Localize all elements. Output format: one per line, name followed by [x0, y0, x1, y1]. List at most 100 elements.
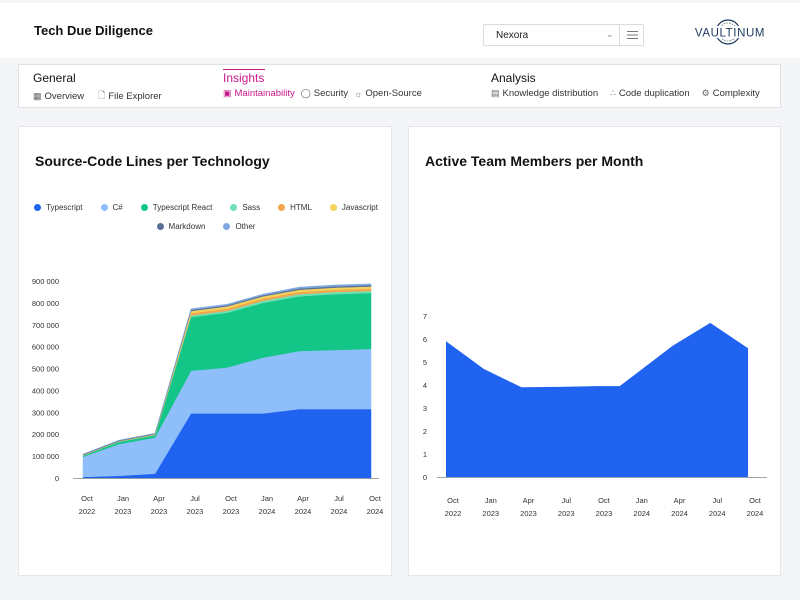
y-tick-label: 4 — [423, 381, 427, 390]
x-tick-label: 2024 — [671, 509, 688, 518]
y-tick-label: 2 — [423, 427, 427, 436]
project-select-value: Nexora — [496, 30, 529, 41]
nav-item-label: Knowledge distribution — [502, 88, 599, 99]
nav-item-knowledge-distribution[interactable]: ▤ Knowledge distribution — [491, 88, 598, 99]
y-tick-label: 200 000 — [32, 430, 59, 439]
y-tick-label: 700 000 — [32, 321, 59, 330]
nav-group-insights: Insights ▣ Maintainability ◯ Security ☼ … — [223, 69, 422, 99]
legend-item[interactable]: Sass — [230, 203, 260, 212]
x-tick-label: Jan — [261, 494, 273, 503]
x-tick-label: 2022 — [445, 509, 462, 518]
nav-item-open-source[interactable]: ☼ Open-Source — [354, 88, 422, 99]
stacked-area-chart: 0 100 000 200 000 300 000 400 000 500 000 600 … — [32, 277, 384, 516]
gear-icon: ⚙ — [701, 88, 710, 98]
nav-item-label: File Explorer — [108, 90, 162, 102]
nav-item-complexity[interactable]: ⚙ Complexity — [702, 88, 760, 99]
x-tick-label: 2023 — [151, 507, 168, 516]
legend-label: Markdown — [168, 222, 206, 231]
x-tick-label: 2023 — [520, 509, 537, 518]
x-tick-label: Oct — [447, 496, 460, 505]
x-tick-label: 2023 — [482, 509, 499, 518]
chart-card-team-members: Active Team Members per Month 0 1 2 3 4 5 6 7 Oc… — [408, 126, 781, 576]
legend-item[interactable]: Other — [223, 222, 255, 231]
legend-item[interactable]: HTML — [278, 203, 312, 212]
nav-item-label: Maintainability — [234, 88, 295, 99]
nav-item-file-explorer[interactable]: 🗋 File Explorer — [98, 88, 162, 104]
legend-label: Typescript React — [152, 203, 213, 212]
x-tick-label: 2024 — [367, 507, 384, 516]
x-tick-label: Jan — [117, 494, 129, 503]
vaultinum-logo: VAULTINUM — [690, 17, 770, 47]
x-tick-label: 2024 — [331, 507, 348, 516]
x-tick-label: Oct — [369, 494, 382, 503]
legend-label: Other — [235, 222, 256, 231]
area-chart: 0 1 2 3 4 5 6 7 Oct 2022 Jan 2023 Apr 2023 Jul 2023 Oct 2… — [423, 312, 767, 518]
y-tick-label: 0 — [423, 473, 427, 482]
share-icon: ∴ — [610, 88, 616, 98]
x-tick-label: 2022 — [79, 507, 96, 516]
chevron-down-icon[interactable]: ⌄ — [606, 29, 614, 39]
x-tick-label: Jul — [712, 496, 722, 505]
app-title: Tech Due Diligence — [34, 23, 153, 38]
y-tick-label: 1 — [423, 450, 427, 459]
nav-group-analysis: Analysis ▤ Knowledge distribution ∴ Code… — [491, 71, 760, 99]
section-nav: General ▦ Overview 🗋 File Explorer Insig… — [18, 64, 781, 108]
shield-icon: ◯ — [300, 88, 311, 98]
x-tick-label: 2023 — [223, 507, 240, 516]
legend-item[interactable]: Typescript — [34, 203, 83, 212]
legend-item[interactable]: Javascript — [329, 203, 378, 212]
area-series[interactable] — [446, 322, 748, 477]
x-tick-label: Apr — [153, 494, 165, 503]
y-tick-label: 0 — [55, 474, 59, 483]
y-tick-label: 900 000 — [32, 277, 59, 286]
y-tick-label: 6 — [423, 335, 427, 344]
grid-icon: ▦ — [33, 90, 42, 101]
legend-swatch — [156, 223, 164, 230]
x-tick-label: Oct — [598, 496, 611, 505]
legend-swatch — [140, 204, 148, 211]
legend-label: HTML — [290, 203, 312, 212]
x-tick-label: Jul — [561, 496, 571, 505]
y-tick-label: 100 000 — [32, 452, 59, 461]
x-tick-label: 2024 — [747, 509, 764, 518]
app-header: Tech Due Diligence Nexora ⌄ VAULTINUM — [0, 3, 800, 58]
legend-label: Sass — [242, 203, 261, 212]
nav-item-label: Complexity — [712, 88, 760, 99]
nav-group-general: General ▦ Overview 🗋 File Explorer — [33, 71, 162, 104]
y-tick-label: 400 000 — [32, 386, 59, 395]
legend-swatch — [34, 204, 42, 211]
legend-swatch — [278, 204, 286, 211]
chart-card-source-lines: Source-Code Lines per Technology Typescr… — [18, 126, 392, 576]
y-tick-label: 600 000 — [32, 343, 59, 352]
nav-group-title[interactable]: Insights — [223, 71, 265, 85]
area-series-other[interactable] — [82, 283, 372, 455]
nav-item-label: Open-Source — [365, 88, 422, 99]
legend-item[interactable]: Typescript React — [140, 203, 213, 212]
x-tick-label: Jan — [485, 496, 497, 505]
x-tick-label: Apr — [523, 496, 535, 505]
legend-swatch — [100, 204, 108, 211]
nav-item-security[interactable]: ◯ Security — [301, 88, 348, 99]
legend-item[interactable]: Markdown — [156, 222, 206, 231]
legend-swatch — [230, 204, 238, 211]
legend-swatch — [223, 223, 231, 230]
y-tick-label: 3 — [423, 404, 427, 413]
menu-icon[interactable] — [627, 31, 638, 39]
nav-item-code-duplication[interactable]: ∴ Code duplication — [610, 88, 690, 99]
maintainability-icon: ▣ — [223, 88, 232, 98]
chart-legend: Typescript C# Typescript React Sass HTML Java… — [29, 203, 383, 231]
x-tick-label: 2023 — [115, 507, 132, 516]
x-tick-label: Oct — [225, 494, 238, 503]
legend-item[interactable]: C# — [100, 203, 123, 212]
nav-item-maintainability[interactable]: ▣ Maintainability — [223, 88, 295, 99]
nav-item-label: Code duplication — [618, 88, 690, 99]
nav-group-title: General — [33, 71, 76, 85]
project-select[interactable]: Nexora ⌄ — [483, 24, 644, 46]
select-divider — [619, 25, 620, 45]
nav-item-overview[interactable]: ▦ Overview — [33, 88, 84, 104]
x-tick-label: 2024 — [295, 507, 312, 516]
y-tick-label: 7 — [423, 312, 427, 321]
x-tick-label: Apr — [297, 494, 309, 503]
legend-label: Typescript — [46, 203, 83, 212]
nav-item-label: Overview — [44, 90, 85, 102]
